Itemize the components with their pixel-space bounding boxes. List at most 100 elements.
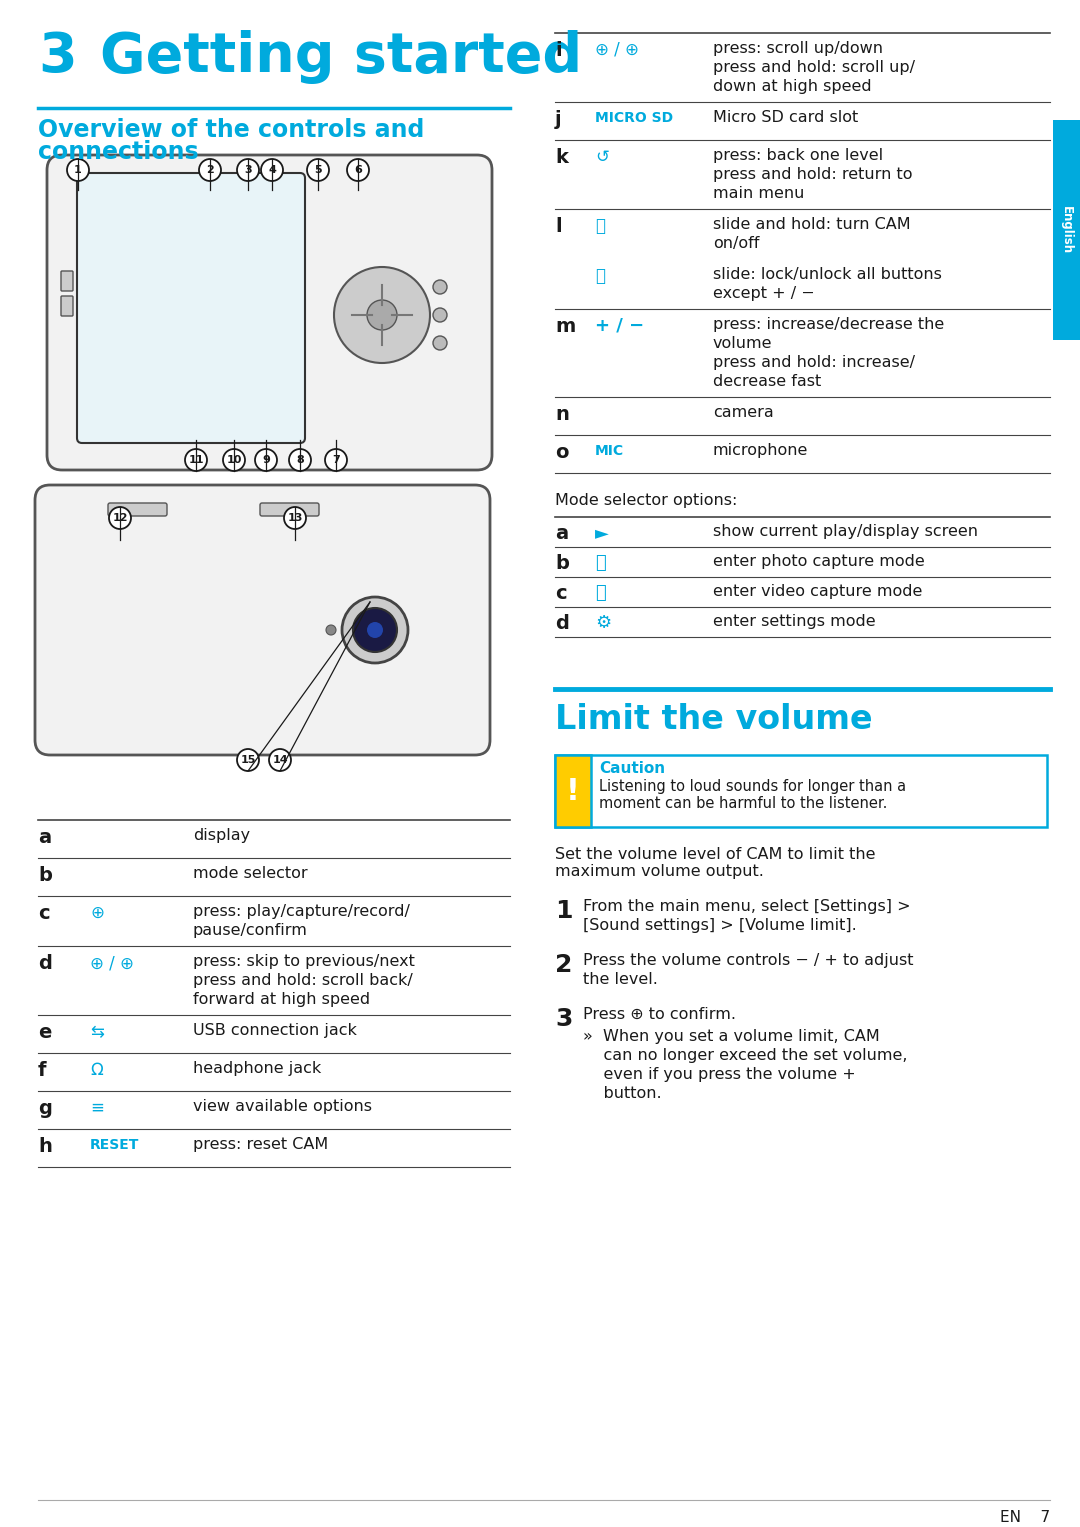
FancyBboxPatch shape	[60, 296, 73, 316]
Text: press and hold: scroll up/: press and hold: scroll up/	[713, 60, 915, 75]
Text: main menu: main menu	[713, 186, 805, 202]
Text: 📷: 📷	[595, 554, 606, 573]
Text: Press ⊕ to confirm.: Press ⊕ to confirm.	[583, 1006, 735, 1022]
Text: headphone jack: headphone jack	[193, 1061, 321, 1077]
Text: down at high speed: down at high speed	[713, 79, 872, 95]
Text: press and hold: return to: press and hold: return to	[713, 166, 913, 182]
Text: slide and hold: turn CAM: slide and hold: turn CAM	[713, 217, 910, 232]
Text: 15: 15	[241, 754, 256, 765]
Text: !: !	[566, 777, 580, 806]
Text: o: o	[555, 443, 568, 463]
Text: ≡: ≡	[90, 1099, 104, 1116]
Text: microphone: microphone	[713, 443, 808, 458]
Circle shape	[433, 279, 447, 295]
Circle shape	[353, 608, 397, 652]
Text: view available options: view available options	[193, 1099, 372, 1115]
Circle shape	[367, 621, 383, 638]
Text: 6: 6	[354, 165, 362, 176]
FancyBboxPatch shape	[35, 486, 490, 754]
Circle shape	[261, 159, 283, 182]
Text: can no longer exceed the set volume,: can no longer exceed the set volume,	[583, 1048, 907, 1063]
Text: press: scroll up/down: press: scroll up/down	[713, 41, 883, 56]
Text: EN    7: EN 7	[1000, 1510, 1050, 1525]
Text: except + / −: except + / −	[713, 286, 814, 301]
Text: show current play/display screen: show current play/display screen	[713, 524, 978, 539]
Text: ⊕: ⊕	[90, 904, 104, 922]
Text: 12: 12	[112, 513, 127, 524]
Text: press: play/capture/record/: press: play/capture/record/	[193, 904, 410, 919]
Text: + / −: + / −	[595, 318, 645, 334]
Text: a: a	[555, 524, 568, 544]
Text: press and hold: increase/: press and hold: increase/	[713, 354, 915, 370]
Text: e: e	[38, 1023, 52, 1041]
Circle shape	[185, 449, 207, 470]
Circle shape	[237, 159, 259, 182]
Text: camera: camera	[713, 405, 773, 420]
Text: From the main menu, select [Settings] >: From the main menu, select [Settings] >	[583, 899, 910, 915]
Text: USB connection jack: USB connection jack	[193, 1023, 356, 1038]
Text: volume: volume	[713, 336, 772, 351]
Text: slide: lock/unlock all buttons: slide: lock/unlock all buttons	[713, 267, 942, 282]
Text: 1: 1	[75, 165, 82, 176]
Text: ⚙: ⚙	[595, 614, 611, 632]
FancyBboxPatch shape	[555, 754, 591, 828]
Text: Limit the volume: Limit the volume	[555, 702, 873, 736]
Text: MICRO SD: MICRO SD	[595, 111, 673, 125]
Text: 🎥: 🎥	[595, 583, 606, 602]
FancyBboxPatch shape	[60, 270, 73, 292]
Text: the level.: the level.	[583, 973, 658, 986]
Text: 🔒: 🔒	[595, 267, 605, 286]
Text: press and hold: scroll back/: press and hold: scroll back/	[193, 973, 413, 988]
Text: 3: 3	[38, 31, 77, 84]
Text: ⊕ / ⊕: ⊕ / ⊕	[595, 41, 639, 60]
Text: c: c	[555, 583, 567, 603]
Text: l: l	[555, 217, 562, 237]
Circle shape	[237, 750, 259, 771]
Circle shape	[255, 449, 276, 470]
Text: RESET: RESET	[90, 1138, 139, 1151]
Text: m: m	[555, 318, 576, 336]
Text: Press the volume controls − / + to adjust: Press the volume controls − / + to adjus…	[583, 953, 914, 968]
Text: 4: 4	[268, 165, 275, 176]
Circle shape	[284, 507, 306, 528]
FancyBboxPatch shape	[260, 502, 319, 516]
Text: decrease fast: decrease fast	[713, 374, 821, 389]
Text: i: i	[555, 41, 562, 60]
Text: d: d	[555, 614, 569, 634]
FancyBboxPatch shape	[555, 754, 1047, 828]
FancyBboxPatch shape	[1053, 121, 1080, 341]
Circle shape	[109, 507, 131, 528]
Circle shape	[433, 336, 447, 350]
FancyBboxPatch shape	[108, 502, 167, 516]
Text: Ω: Ω	[90, 1061, 103, 1080]
Text: ⊕ / ⊕: ⊕ / ⊕	[90, 954, 134, 973]
Circle shape	[67, 159, 89, 182]
Text: 14: 14	[272, 754, 287, 765]
Text: ↺: ↺	[595, 148, 609, 166]
Circle shape	[222, 449, 245, 470]
Text: press: skip to previous/next: press: skip to previous/next	[193, 954, 415, 970]
Text: Set the volume level of CAM to limit the
maximum volume output.: Set the volume level of CAM to limit the…	[555, 847, 876, 880]
Text: Caution: Caution	[599, 760, 665, 776]
Circle shape	[307, 159, 329, 182]
Text: f: f	[38, 1061, 46, 1080]
Text: enter photo capture mode: enter photo capture mode	[713, 554, 924, 570]
Text: [Sound settings] > [Volume limit].: [Sound settings] > [Volume limit].	[583, 918, 856, 933]
Text: 3: 3	[555, 1006, 572, 1031]
FancyBboxPatch shape	[77, 173, 305, 443]
Text: ⏻: ⏻	[595, 217, 605, 235]
Text: pause/confirm: pause/confirm	[193, 922, 308, 938]
Text: g: g	[38, 1099, 52, 1118]
Text: 5: 5	[314, 165, 322, 176]
Text: 2: 2	[555, 953, 572, 977]
Text: button.: button.	[583, 1086, 662, 1101]
Text: enter video capture mode: enter video capture mode	[713, 583, 922, 599]
Text: 3: 3	[244, 165, 252, 176]
Text: connections: connections	[38, 140, 199, 163]
Text: Mode selector options:: Mode selector options:	[555, 493, 738, 508]
Text: press: back one level: press: back one level	[713, 148, 883, 163]
Text: ►: ►	[595, 524, 609, 542]
Text: 2: 2	[206, 165, 214, 176]
Circle shape	[289, 449, 311, 470]
Text: English: English	[1059, 206, 1074, 253]
